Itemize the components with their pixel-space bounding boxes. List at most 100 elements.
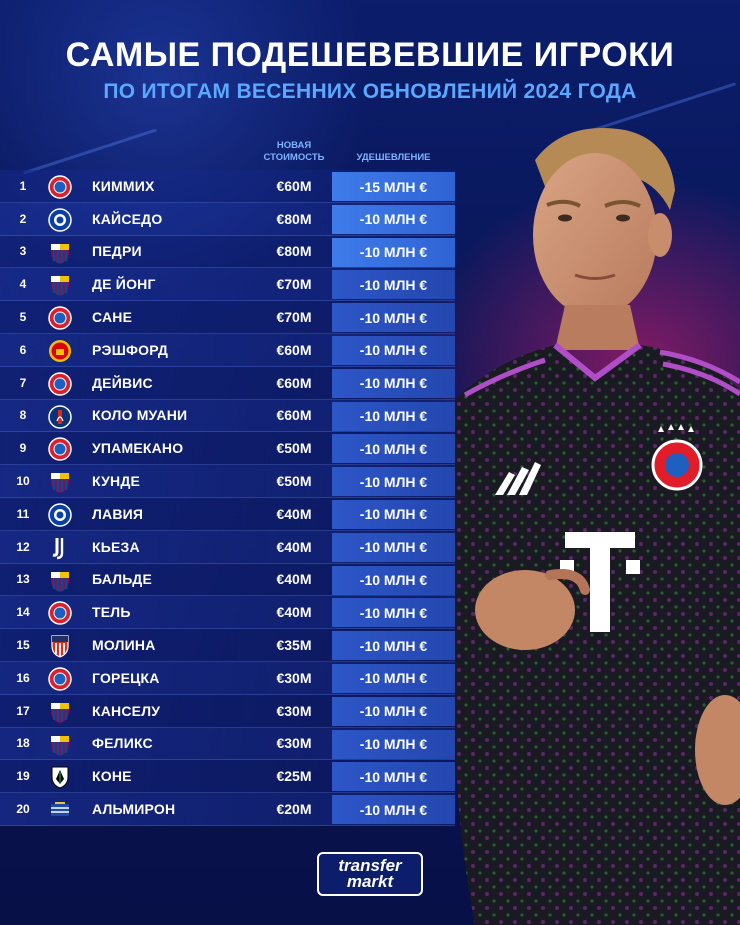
table-row: 1 КИММИХ €60M -15 МЛН € [0,170,455,203]
table-row: 12 КЬЕЗА €40M -10 МЛН € [0,530,455,564]
rank-number: 13 [16,572,30,587]
value-drop: -10 МЛН € [332,204,455,234]
table-row: 17 КАНСЕЛУ €30M -10 МЛН € [0,694,455,728]
players-table: 1 КИММИХ €60M -15 МЛН € 2 КАЙСЕДО €80M -10 МЛН … [0,170,455,826]
table-row: 15 МОЛИНА €35M -10 МЛН € [0,629,455,662]
table-row: 14 ТЕЛЬ €40M -10 МЛН € [0,596,455,630]
player-name: УПАМЕКАНО [92,440,184,457]
rank-number: 18 [16,736,30,751]
table-row: 2 КАЙСЕДО €80M -10 МЛН € [0,202,455,236]
value-drop: -10 МЛН € [332,368,455,398]
market-value: €80M [276,243,312,260]
rank-number: 6 [19,342,27,357]
market-value: €30M [276,669,312,686]
player-name: ДЕЙВИС [92,374,153,391]
table-row: 13 БАЛЬДЕ €40M -10 МЛН € [0,563,455,597]
column-header-value: НОВАЯ СТОИМОСТЬ [262,140,326,164]
atletico-icon [47,633,73,659]
table-row: 10 КУНДЕ €50M -10 МЛН € [0,465,455,498]
table-row: 9 УПАМЕКАНО €50M -10 МЛН € [0,432,455,466]
market-value: €50M [276,473,312,490]
value-drop: -10 МЛН € [332,499,455,529]
player-name: КОНЕ [92,768,132,785]
value-drop: -10 МЛН € [332,401,455,431]
market-value: €60M [276,407,312,424]
value-drop: -10 МЛН € [332,795,455,825]
barcelona-icon [47,732,73,758]
juventus-icon [47,535,73,561]
table-row: 5 САНЕ €70M -10 МЛН € [0,301,455,334]
player-name: КАНСЕЛУ [92,702,161,719]
table-row: 20 АЛЬМИРОН €20M -10 МЛН € [0,793,455,826]
barcelona-icon [47,469,73,495]
table-row: 8 КОЛО МУАНИ €60M -10 МЛН € [0,399,455,433]
value-drop: -15 МЛН € [332,172,455,201]
market-value: €30M [276,702,312,719]
table-row: 11 ЛАВИЯ €40M -10 МЛН € [0,497,455,531]
market-value: €70M [276,309,312,326]
chelsea-icon [47,502,73,528]
rank-number: 12 [16,539,30,554]
bayern-icon [47,436,73,462]
table-row: 3 ПЕДРИ €80M -10 МЛН € [0,235,455,269]
value-drop: -10 МЛН € [332,663,455,693]
rank-number: 7 [19,375,27,390]
market-value: €40M [276,571,312,588]
barcelona-icon [47,568,73,594]
player-name: КАЙСЕДО [92,210,163,227]
value-drop: -10 МЛН € [332,598,455,628]
column-header-value-line1: НОВАЯ [276,140,312,151]
bayern-icon [47,600,73,626]
value-drop: -10 МЛН € [332,631,455,661]
table-row: 18 ФЕЛИКС €30M -10 МЛН € [0,727,455,761]
player-name: ПЕДРИ [92,243,142,260]
player-name: КИММИХ [92,177,155,194]
player-name: РЭШФОРД [92,341,169,358]
market-value: €30M [276,735,312,752]
player-photo [455,128,740,925]
rank-number: 1 [19,178,27,193]
value-drop: -10 МЛН € [332,467,455,497]
value-drop: -10 МЛН € [332,696,455,726]
value-drop: -10 МЛН € [332,762,455,792]
player-name: БАЛЬДЕ [92,571,153,588]
bayern-icon [47,371,73,397]
player-name: КЬЕЗА [92,538,140,555]
table-row: 4 ДЕ ЙОНГ €70M -10 МЛН € [0,268,455,302]
barcelona-icon [47,272,73,298]
market-value: €40M [276,538,312,555]
rank-number: 15 [16,638,30,653]
brand-line1: transfer [338,856,402,875]
value-drop: -10 МЛН € [332,237,455,267]
barcelona-icon [47,699,73,725]
bayern-icon [47,666,73,692]
rank-number: 16 [16,670,30,685]
page-subtitle: ПО ИТОГАМ ВЕСЕННИХ ОБНОВЛЕНИЙ 2024 ГОДА [103,80,637,103]
player-name: ГОРЕЦКА [92,669,160,686]
brand-line2: markt [346,872,394,891]
bayern-icon [47,174,73,200]
market-value: €50M [276,440,312,457]
market-value: €60M [276,341,312,358]
barcelona-icon [47,240,73,266]
market-value: €35M [276,637,312,654]
value-drop: -10 МЛН € [332,565,455,595]
value-drop: -10 МЛН € [332,270,455,300]
table-row: 6 РЭШФОРД €60M -10 МЛН € [0,333,455,367]
value-drop: -10 МЛН € [332,729,455,759]
player-name: ФЕЛИКС [92,735,153,752]
transfermarkt-logo: transfer markt [317,852,423,896]
player-name: ТЕЛЬ [92,604,131,621]
market-value: €60M [276,177,312,194]
value-drop: -10 МЛН € [332,532,455,562]
value-drop: -10 МЛН € [332,303,455,333]
market-value: €80M [276,210,312,227]
market-value: €40M [276,604,312,621]
rank-number: 20 [16,802,30,817]
rank-number: 11 [16,506,30,521]
column-header-value-line2: СТОИМОСТЬ [263,152,325,163]
player-name: КУНДЕ [92,473,141,490]
market-value: €20M [276,801,312,818]
value-drop: -10 МЛН € [332,434,455,464]
bayern-icon [47,305,73,331]
